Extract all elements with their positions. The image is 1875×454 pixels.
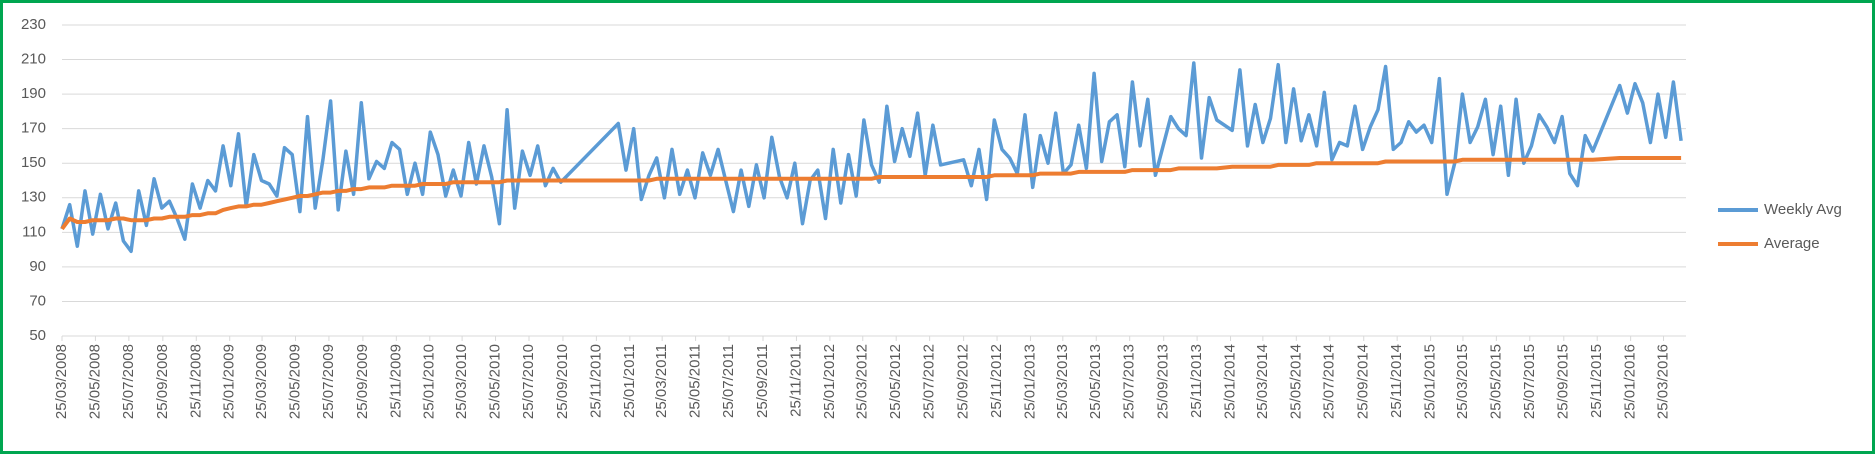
x-tick-label: 25/09/2009 bbox=[354, 344, 371, 419]
x-tick-label: 25/09/2013 bbox=[1155, 344, 1172, 419]
x-tick-label: 25/11/2013 bbox=[1188, 344, 1205, 418]
x-tick-label: 25/01/2011 bbox=[621, 344, 638, 418]
x-tick-label: 25/07/2011 bbox=[720, 344, 737, 418]
x-tick-label: 25/05/2011 bbox=[687, 344, 704, 418]
x-tick-label: 25/03/2008 bbox=[53, 344, 70, 419]
x-tick-label: 25/03/2010 bbox=[453, 344, 470, 419]
x-tick-label: 25/09/2008 bbox=[154, 344, 171, 419]
x-tick-label: 25/01/2014 bbox=[1222, 344, 1239, 419]
x-tick-label: 25/09/2010 bbox=[554, 344, 571, 419]
x-tick-label: 25/05/2009 bbox=[286, 344, 303, 419]
y-tick-label: 70 bbox=[29, 292, 46, 309]
x-tick-label: 25/03/2012 bbox=[854, 344, 871, 419]
x-tick-label: 25/07/2015 bbox=[1521, 344, 1538, 419]
y-tick-label: 130 bbox=[21, 189, 46, 206]
legend-label: Weekly Avg bbox=[1764, 201, 1842, 218]
x-tick-label: 25/03/2015 bbox=[1454, 344, 1471, 419]
x-tick-label: 25/05/2010 bbox=[487, 344, 504, 419]
x-tick-label: 25/11/2014 bbox=[1388, 344, 1405, 418]
y-tick-label: 210 bbox=[21, 51, 46, 68]
y-tick-label: 190 bbox=[21, 85, 46, 102]
series-line bbox=[60, 61, 1683, 254]
x-tick-label: 25/01/2016 bbox=[1622, 344, 1639, 419]
x-tick-label: 25/05/2014 bbox=[1287, 344, 1304, 419]
x-tick-label: 25/07/2008 bbox=[120, 344, 137, 419]
x-tick-label: 25/11/2011 bbox=[787, 344, 804, 417]
x-tick-label: 25/03/2016 bbox=[1654, 344, 1671, 419]
y-tick-label: 50 bbox=[29, 327, 46, 344]
y-tick-label: 110 bbox=[22, 223, 46, 240]
x-tick-label: 25/01/2009 bbox=[221, 344, 238, 419]
x-tick-label: 25/05/2013 bbox=[1087, 344, 1104, 419]
x-tick-label: 25/03/2013 bbox=[1054, 344, 1071, 419]
x-tick-label: 25/07/2010 bbox=[520, 344, 537, 419]
x-tick-label: 25/07/2014 bbox=[1321, 344, 1338, 419]
y-tick-label: 90 bbox=[29, 258, 46, 275]
y-tick-label: 170 bbox=[21, 120, 46, 137]
x-tick-label: 25/01/2013 bbox=[1021, 344, 1038, 419]
x-tick-label: 25/11/2008 bbox=[187, 344, 204, 418]
x-tick-label: 25/01/2012 bbox=[821, 344, 838, 419]
x-tick-label: 25/09/2015 bbox=[1555, 344, 1572, 419]
x-tick-label: 25/05/2015 bbox=[1487, 344, 1504, 419]
x-tick-label: 25/01/2010 bbox=[421, 344, 438, 419]
x-tick-label: 25/11/2009 bbox=[387, 344, 404, 418]
x-tick-label: 25/01/2015 bbox=[1422, 344, 1439, 419]
x-tick-label: 25/09/2011 bbox=[754, 344, 771, 418]
x-tick-label: 25/11/2010 bbox=[587, 344, 604, 418]
x-tick-label: 25/09/2014 bbox=[1355, 344, 1372, 419]
x-tick-label: 25/03/2009 bbox=[253, 344, 270, 419]
x-tick-label: 25/05/2012 bbox=[887, 344, 904, 419]
series-line bbox=[60, 156, 1682, 231]
x-tick-label: 25/03/2014 bbox=[1254, 344, 1271, 419]
x-tick-label: 25/07/2009 bbox=[320, 344, 337, 419]
y-tick-label: 230 bbox=[21, 16, 46, 33]
x-tick-label: 25/03/2011 bbox=[653, 344, 670, 418]
legend-label: Average bbox=[1764, 235, 1820, 252]
x-tick-label: 25/05/2008 bbox=[86, 344, 103, 419]
y-tick-label: 150 bbox=[21, 154, 46, 171]
x-tick-label: 25/07/2013 bbox=[1121, 344, 1138, 419]
x-tick-label: 25/07/2012 bbox=[921, 344, 938, 419]
x-tick-label: 25/11/2015 bbox=[1588, 344, 1605, 418]
x-tick-label: 25/09/2012 bbox=[955, 344, 972, 419]
x-tick-label: 25/11/2012 bbox=[988, 344, 1005, 418]
